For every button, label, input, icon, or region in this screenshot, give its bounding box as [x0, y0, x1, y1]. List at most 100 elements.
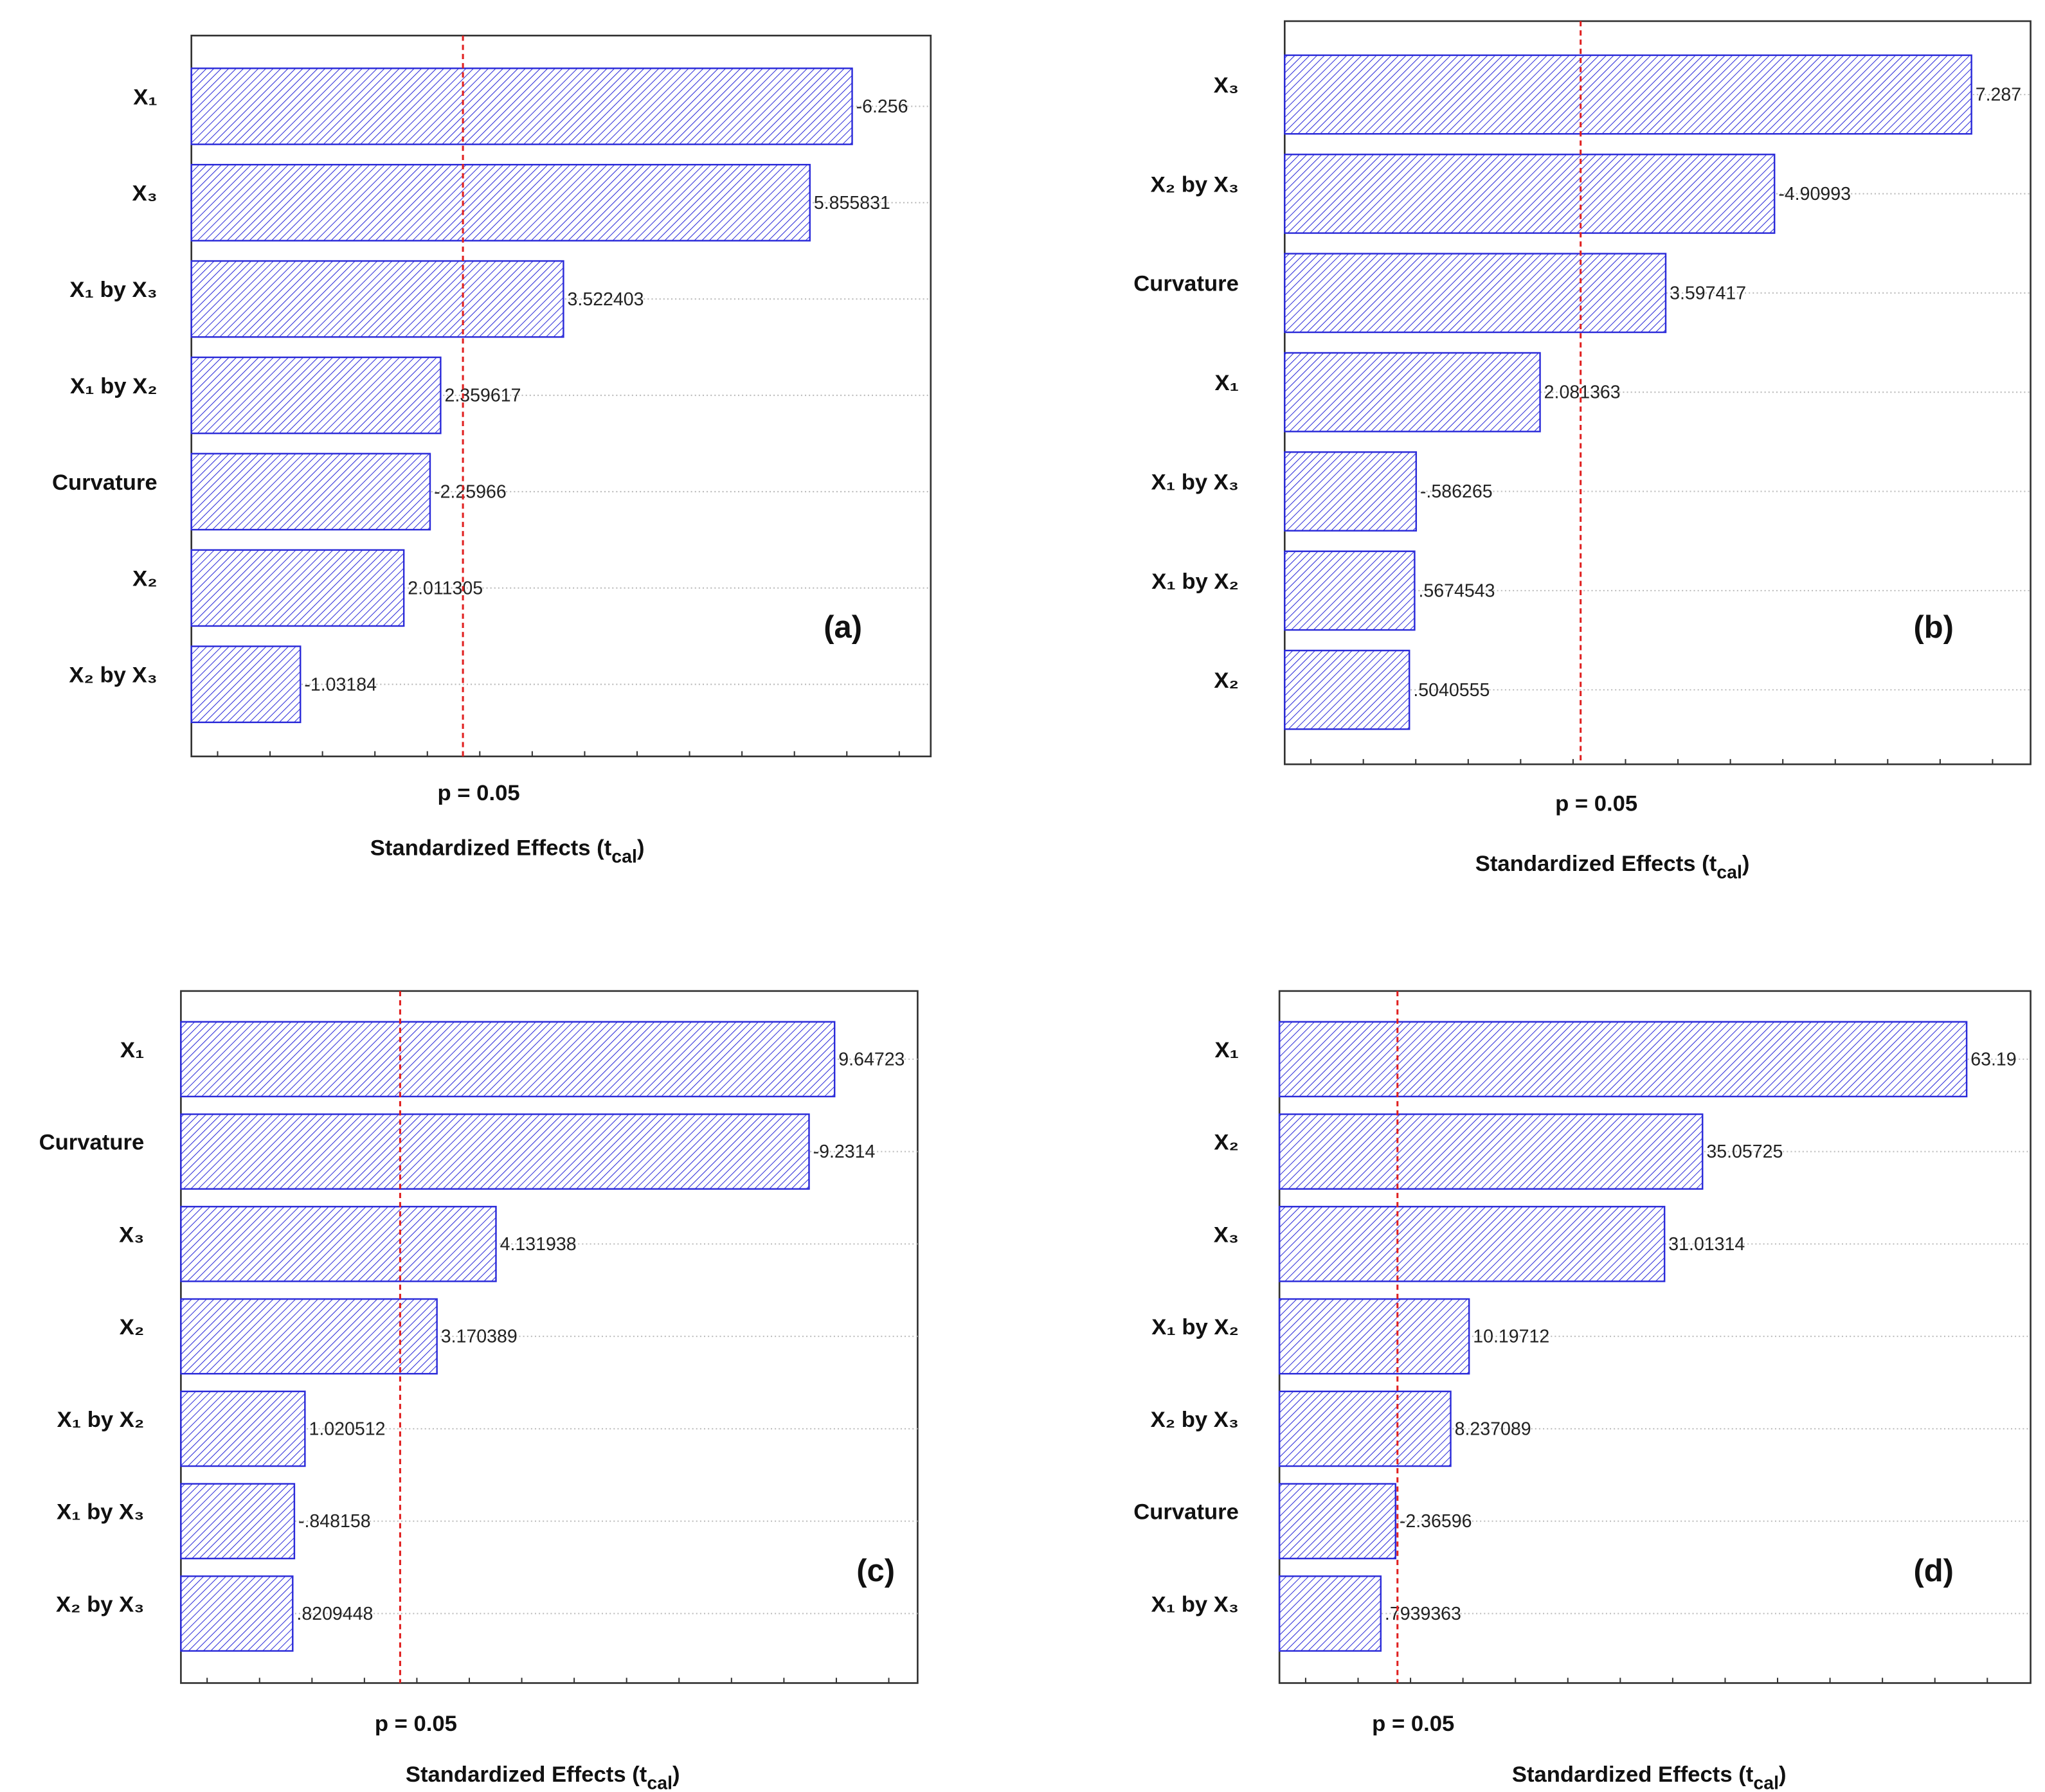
- category-label: X₁ by X₂: [57, 1408, 145, 1432]
- bar: [1278, 1021, 1968, 1098]
- value-label: 31.01314: [1668, 1234, 1745, 1255]
- bar: [180, 1575, 294, 1652]
- category-label: X₁: [1214, 371, 1238, 395]
- bar: [1284, 649, 1410, 730]
- bar: [1284, 154, 1776, 234]
- x-axis-label-part: ): [672, 1762, 680, 1787]
- bar: [190, 549, 405, 627]
- value-label: 35.05725: [1706, 1142, 1783, 1162]
- category-label: X₁ by X₃: [1151, 470, 1239, 494]
- value-label: 2.081363: [1544, 382, 1621, 403]
- value-label: -6.256: [856, 96, 908, 117]
- category-label: X₂ by X₃: [1151, 172, 1239, 197]
- value-label: 10.19712: [1473, 1327, 1549, 1347]
- category-label: X₁: [1214, 1038, 1238, 1062]
- panel-label: (a): [824, 610, 862, 645]
- x-axis-label-part: ): [1779, 1762, 1787, 1787]
- value-label: 3.170389: [441, 1327, 518, 1347]
- category-label: X₂ by X₃: [69, 663, 157, 688]
- x-axis-label: Standardized Effects (tcal): [406, 1762, 680, 1792]
- category-label: X₁: [133, 85, 157, 109]
- bar: [190, 645, 302, 724]
- category-label: X₂ by X₃: [56, 1592, 144, 1617]
- x-axis-label-subscript: cal: [1753, 1773, 1779, 1792]
- bar: [1278, 1390, 1452, 1467]
- value-label: -2.36596: [1400, 1511, 1472, 1532]
- bar: [1284, 253, 1667, 334]
- value-label: 2.011305: [408, 578, 483, 598]
- x-axis-label-subscript: cal: [1716, 862, 1742, 883]
- category-label: Curvature: [1133, 1500, 1239, 1525]
- value-label: 5.855831: [814, 193, 890, 213]
- bar: [1278, 1113, 1704, 1190]
- value-label: 4.131938: [500, 1234, 577, 1255]
- category-label: X₃: [119, 1223, 144, 1247]
- bar: [180, 1390, 306, 1467]
- bar: [190, 452, 431, 531]
- category-label: X₁ by X₃: [1151, 1592, 1239, 1617]
- bar: [1284, 352, 1541, 433]
- category-label: X₂: [1214, 668, 1239, 693]
- bar: [1284, 451, 1418, 532]
- category-label: X₂: [120, 1315, 145, 1340]
- reference-label: p = 0.05: [1372, 1712, 1454, 1736]
- reference-label: p = 0.05: [375, 1712, 457, 1736]
- bar: [1284, 550, 1416, 631]
- bar: [180, 1298, 438, 1375]
- value-label: -9.2314: [813, 1142, 876, 1162]
- bar: [190, 260, 564, 338]
- category-label: Curvature: [52, 470, 158, 495]
- value-label: -1.03184: [304, 674, 377, 695]
- category-label: X₁ by X₃: [57, 1500, 144, 1525]
- value-label: 8.237089: [1455, 1419, 1531, 1439]
- value-label: -.586265: [1420, 481, 1493, 502]
- category-label: X₂: [1214, 1131, 1239, 1155]
- bar: [1278, 1298, 1470, 1375]
- x-axis-label-subscript: cal: [611, 846, 637, 866]
- category-label: X₁ by X₃: [69, 278, 157, 302]
- panel-label: (d): [1913, 1554, 1953, 1588]
- panel-label: (b): [1913, 610, 1953, 645]
- value-label: -4.90993: [1778, 184, 1851, 204]
- bar: [190, 163, 811, 242]
- bar: [190, 356, 442, 435]
- value-label: 7.287: [1976, 85, 2021, 105]
- x-axis-label-part: Standardized Effects (t: [1512, 1762, 1754, 1787]
- value-label: 1.020512: [309, 1419, 385, 1439]
- bar: [1284, 54, 1972, 135]
- category-label: X₁ by X₂: [1151, 1315, 1239, 1340]
- reference-label: p = 0.05: [438, 781, 520, 805]
- reference-label: p = 0.05: [1555, 791, 1637, 816]
- bar: [180, 1113, 810, 1190]
- value-label: 63.19: [1970, 1049, 2016, 1070]
- category-label: X₃: [132, 181, 158, 206]
- x-axis-label-part: Standardized Effects (t: [1475, 852, 1717, 876]
- x-axis-label: Standardized Effects (tcal): [1512, 1762, 1787, 1792]
- value-label: 3.597417: [1670, 283, 1746, 303]
- category-label: X₁: [120, 1038, 144, 1062]
- bar: [1278, 1575, 1382, 1652]
- category-label: X₃: [1214, 73, 1239, 98]
- bar: [1278, 1206, 1666, 1282]
- value-label: -2.25966: [434, 482, 507, 503]
- bar: [180, 1206, 497, 1282]
- x-axis-label: Standardized Effects (tcal): [370, 836, 645, 867]
- category-label: X₃: [1214, 1223, 1239, 1247]
- value-label: 3.522403: [568, 289, 644, 310]
- category-label: X₁ by X₂: [1151, 569, 1239, 594]
- value-label: -.848158: [298, 1511, 371, 1532]
- x-axis-label-part: Standardized Effects (t: [406, 1762, 647, 1787]
- category-label: X₂: [132, 567, 158, 591]
- value-label: .8209448: [296, 1604, 373, 1624]
- category-label: Curvature: [39, 1131, 145, 1155]
- category-label: Curvature: [1133, 272, 1239, 296]
- bar: [190, 67, 853, 145]
- panel-label: (c): [856, 1554, 895, 1588]
- value-label: .5040555: [1413, 680, 1490, 701]
- category-label: X₂ by X₃: [1151, 1408, 1239, 1432]
- x-axis-label: Standardized Effects (tcal): [1475, 852, 1750, 883]
- value-label: .7939363: [1385, 1604, 1461, 1624]
- x-axis-label-part: ): [1742, 852, 1750, 876]
